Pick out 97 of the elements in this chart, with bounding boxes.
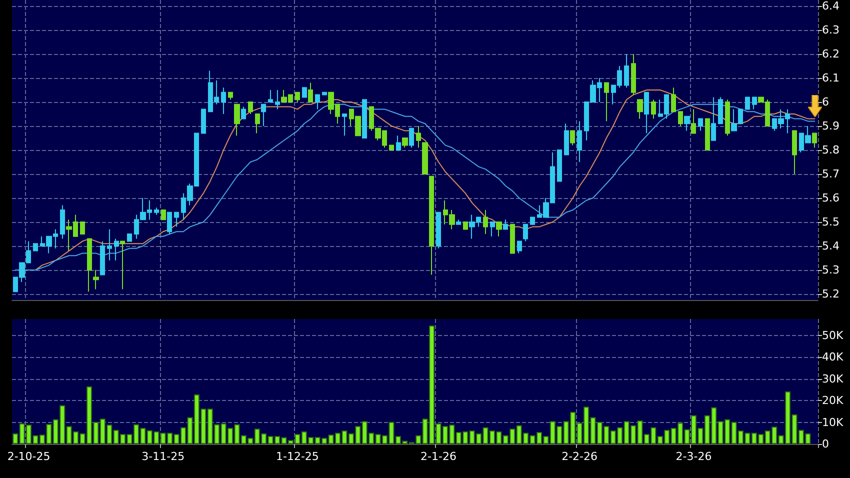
candlestick: [523, 224, 528, 242]
candlestick: [570, 130, 575, 146]
candlestick: [154, 207, 159, 216]
candlestick: [496, 222, 502, 237]
candlestick: [711, 96, 716, 141]
candlestick: [705, 118, 710, 150]
candlestick: [752, 96, 757, 110]
candlestick: [631, 54, 636, 96]
y-tick-label: 6.1: [822, 72, 840, 84]
candlestick: [604, 82, 609, 122]
y-tick-label: 50K: [822, 328, 844, 342]
x-tick-label: 1-12-25: [276, 450, 319, 463]
y-tick-label: 5.8: [822, 144, 840, 156]
candlestick: [396, 135, 401, 150]
candlestick: [114, 238, 119, 261]
candlestick: [409, 128, 414, 148]
candlestick: [792, 130, 797, 174]
candlestick: [718, 96, 723, 124]
candlestick: [624, 54, 629, 88]
candlestick: [671, 87, 676, 112]
candlestick: [322, 92, 327, 96]
candlestick: [429, 176, 434, 276]
candlestick: [389, 144, 394, 150]
y-tick-label: 5.6: [822, 192, 840, 204]
candlestick: [268, 90, 273, 102]
y-tick-label: 10K: [822, 416, 844, 429]
x-tick-label: 2-1-26: [420, 450, 456, 463]
y-tick-label: 6.4: [822, 0, 840, 12]
candlestick: [691, 108, 696, 134]
candlestick: [725, 99, 730, 136]
y-tick-label: 5.2: [822, 288, 840, 300]
y-tick-label: 30K: [822, 372, 844, 386]
candlestick: [564, 123, 569, 156]
candlestick: [120, 240, 125, 290]
candlestick: [93, 270, 99, 290]
candlestick: [510, 224, 515, 254]
candlestick: [678, 111, 683, 126]
candlestick: [684, 116, 690, 132]
candlestick: [167, 212, 172, 234]
candlestick: [107, 228, 112, 261]
candlestick: [248, 102, 253, 114]
candlestick: [530, 216, 535, 225]
candlestick: [490, 222, 495, 237]
y-tick-label: 40K: [822, 350, 844, 364]
candlestick: [637, 99, 643, 120]
candlestick: [308, 82, 313, 102]
x-tick-label: 2-2-26: [562, 450, 598, 463]
y-tick-label: 6: [822, 96, 829, 108]
candlestick: [456, 219, 461, 225]
candlestick: [644, 92, 649, 134]
candlestick: [221, 87, 226, 114]
y-tick-label: 5.4: [822, 240, 840, 252]
candlestick: [503, 219, 508, 230]
y-tick-label: 6.2: [822, 48, 840, 60]
candlestick: [362, 99, 367, 138]
candlestick: [201, 108, 206, 134]
candlestick: [241, 106, 246, 120]
candlestick: [228, 92, 233, 100]
y-tick-label: 5.5: [822, 216, 840, 228]
candlestick: [402, 138, 408, 148]
candlestick: [302, 87, 307, 98]
candlestick: [577, 120, 582, 162]
candlestick: [342, 114, 347, 136]
candlestick: [255, 114, 260, 134]
candlestick: [436, 212, 441, 249]
candlestick: [275, 90, 280, 110]
candlestick: [127, 234, 132, 242]
y-tick-label: 6.3: [822, 24, 840, 36]
candlestick: [234, 104, 240, 136]
y-tick-label: 0: [822, 438, 829, 450]
candlestick: [698, 118, 703, 132]
x-tick-label: 2-10-25: [7, 450, 50, 463]
candlestick: [161, 210, 166, 220]
y-tick-label: 5.9: [822, 120, 840, 132]
candlestick: [33, 243, 38, 252]
candlestick: [315, 94, 320, 110]
candlestick: [463, 222, 468, 230]
candlestick: [745, 96, 750, 110]
candlestick: [100, 240, 105, 276]
candlestick: [60, 204, 65, 240]
candlestick: [87, 238, 92, 292]
candlestick: [422, 142, 428, 174]
candlestick: [174, 212, 179, 228]
candlestick: [557, 150, 562, 182]
candlestick: [812, 132, 817, 148]
candlestick: [80, 222, 85, 234]
candlestick: [651, 99, 656, 120]
y-tick-label: 5.7: [822, 168, 840, 180]
candlestick: [517, 240, 522, 254]
y-tick-label: 20K: [822, 394, 844, 408]
x-tick-label: 3-11-25: [142, 450, 185, 463]
candlestick: [483, 210, 488, 234]
candlestick: [416, 126, 421, 148]
candlestick: [295, 92, 300, 102]
candlestick: [261, 104, 266, 126]
x-tick-label: 2-3-26: [676, 450, 712, 463]
y-tick-label: 5.3: [822, 264, 840, 276]
